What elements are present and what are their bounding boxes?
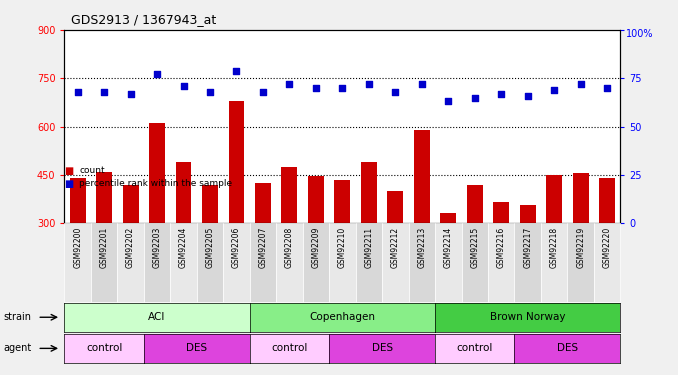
Text: GSM92208: GSM92208 xyxy=(285,227,294,268)
Text: GSM92212: GSM92212 xyxy=(391,227,400,268)
Text: DES: DES xyxy=(372,344,393,353)
Bar xyxy=(281,167,298,223)
Text: percentile rank within the sample: percentile rank within the sample xyxy=(79,179,233,188)
Text: GSM92209: GSM92209 xyxy=(311,227,321,268)
Bar xyxy=(96,172,112,223)
Point xyxy=(601,85,612,91)
Text: GSM92205: GSM92205 xyxy=(205,227,214,268)
Point xyxy=(311,85,321,91)
Text: GSM92216: GSM92216 xyxy=(497,227,506,268)
Point xyxy=(284,81,295,87)
Text: control: control xyxy=(271,344,308,353)
Bar xyxy=(123,184,138,223)
Text: GDS2913 / 1367943_at: GDS2913 / 1367943_at xyxy=(71,13,216,26)
Text: GSM92200: GSM92200 xyxy=(73,227,82,268)
Point xyxy=(522,93,533,99)
Text: GSM92204: GSM92204 xyxy=(179,227,188,268)
Text: control: control xyxy=(86,344,122,353)
Point xyxy=(363,81,374,87)
Text: agent: agent xyxy=(3,344,32,353)
Text: GSM92217: GSM92217 xyxy=(523,227,532,268)
Bar xyxy=(520,206,536,223)
Point xyxy=(496,91,506,97)
Text: DES: DES xyxy=(557,344,578,353)
Text: GSM92220: GSM92220 xyxy=(603,227,612,268)
Point xyxy=(575,81,586,87)
Text: GSM92210: GSM92210 xyxy=(338,227,347,268)
Point xyxy=(443,99,454,105)
Point xyxy=(231,68,242,74)
Text: GSM92218: GSM92218 xyxy=(550,227,559,268)
Text: ■: ■ xyxy=(64,166,74,176)
Bar xyxy=(308,177,324,223)
Point xyxy=(178,83,189,89)
Text: Brown Norway: Brown Norway xyxy=(490,312,565,322)
Bar xyxy=(149,123,165,223)
Point xyxy=(73,89,83,95)
Point xyxy=(125,91,136,97)
Text: GSM92213: GSM92213 xyxy=(418,227,426,268)
Text: GSM92203: GSM92203 xyxy=(153,227,161,268)
Bar xyxy=(361,162,377,223)
Text: GSM92206: GSM92206 xyxy=(232,227,241,268)
Text: strain: strain xyxy=(3,312,31,322)
Point xyxy=(416,81,427,87)
Point xyxy=(337,85,348,91)
Point xyxy=(390,89,401,95)
Bar xyxy=(202,184,218,223)
Bar xyxy=(387,191,403,223)
Point xyxy=(549,87,559,93)
Point xyxy=(469,94,480,100)
Text: ■: ■ xyxy=(64,179,74,189)
Text: GSM92207: GSM92207 xyxy=(258,227,267,268)
Bar xyxy=(440,213,456,223)
Point xyxy=(99,89,110,95)
Bar xyxy=(494,202,509,223)
Bar xyxy=(467,184,483,223)
Text: 100%: 100% xyxy=(626,28,654,39)
Point xyxy=(205,89,216,95)
Bar xyxy=(334,180,351,223)
Text: ACI: ACI xyxy=(148,312,165,322)
Text: count: count xyxy=(79,166,105,175)
Bar xyxy=(255,183,271,223)
Text: GSM92211: GSM92211 xyxy=(364,227,374,268)
Text: GSM92201: GSM92201 xyxy=(100,227,108,268)
Text: GSM92214: GSM92214 xyxy=(444,227,453,268)
Text: Copenhagen: Copenhagen xyxy=(309,312,376,322)
Text: GSM92202: GSM92202 xyxy=(126,227,135,268)
Bar xyxy=(176,162,191,223)
Bar xyxy=(546,175,562,223)
Text: control: control xyxy=(456,344,493,353)
Text: DES: DES xyxy=(186,344,207,353)
Bar xyxy=(573,173,589,223)
Text: GSM92219: GSM92219 xyxy=(576,227,585,268)
Point xyxy=(258,89,268,95)
Text: GSM92215: GSM92215 xyxy=(471,227,479,268)
Bar xyxy=(599,178,615,223)
Point xyxy=(152,71,163,77)
Bar xyxy=(414,130,430,223)
Bar xyxy=(70,178,85,223)
Bar xyxy=(228,101,245,223)
